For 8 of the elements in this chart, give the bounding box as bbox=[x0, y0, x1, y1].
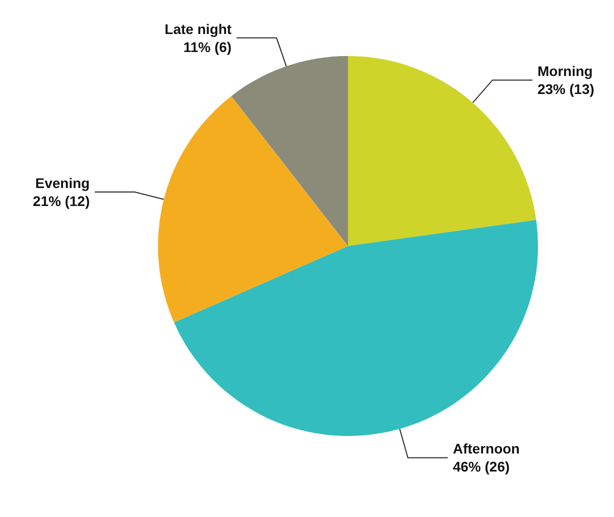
data-label: 21% (12) bbox=[32, 192, 90, 209]
slice-label: Afternoon bbox=[452, 440, 520, 457]
data-label: 46% (26) bbox=[452, 458, 510, 475]
slice-label: Morning bbox=[537, 63, 593, 80]
slice-label: Evening bbox=[35, 174, 90, 191]
data-label: 23% (13) bbox=[537, 81, 594, 98]
data-label: 11% (6) bbox=[183, 38, 232, 55]
slice-label: Late night bbox=[164, 20, 232, 37]
